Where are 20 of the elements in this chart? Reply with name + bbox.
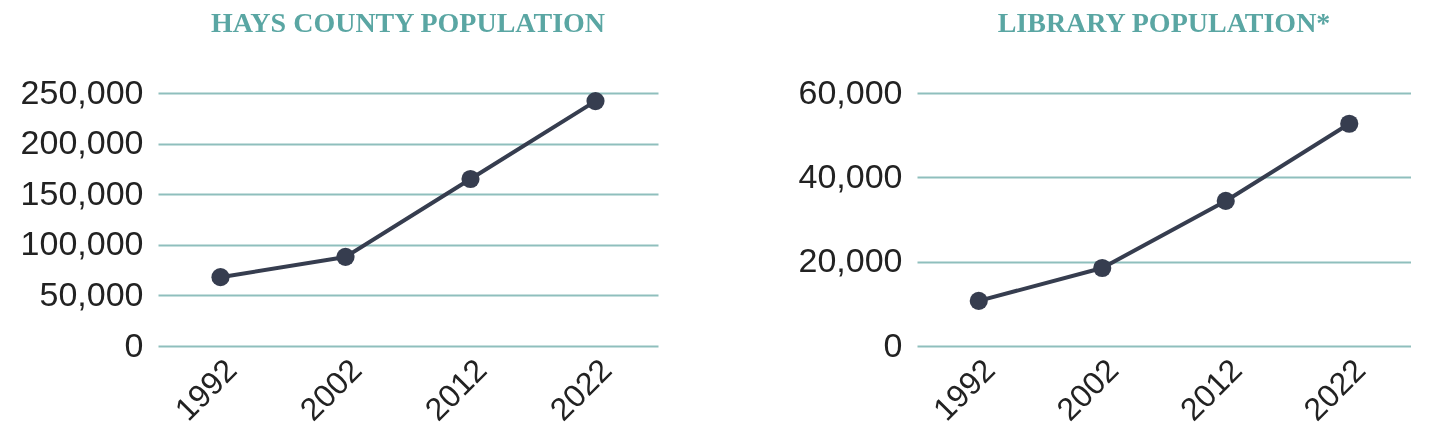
chart-title: LIBRARY POPULATION*	[997, 7, 1331, 38]
point	[1093, 258, 1112, 278]
y-tick-label: 60,000	[798, 72, 903, 111]
point	[461, 169, 480, 189]
point	[969, 291, 988, 310]
y-tick-label: 50,000	[39, 274, 144, 313]
point	[1216, 191, 1235, 211]
y-tick-label: 0	[124, 325, 144, 364]
y-tick-label: 100,000	[20, 224, 144, 263]
point	[1340, 114, 1359, 133]
y-tick-label: 150,000	[20, 173, 144, 212]
y-tick-label: 0	[883, 325, 903, 364]
y-tick-label: 20,000	[798, 241, 903, 280]
y-tick-label: 40,000	[798, 156, 903, 195]
chart-title: HAYS COUNTY POPULATION	[210, 7, 606, 38]
y-tick-label: 200,000	[20, 123, 144, 162]
y-tick-label: 250,000	[20, 72, 144, 111]
point	[586, 92, 605, 111]
point	[211, 268, 230, 287]
point	[336, 247, 355, 267]
